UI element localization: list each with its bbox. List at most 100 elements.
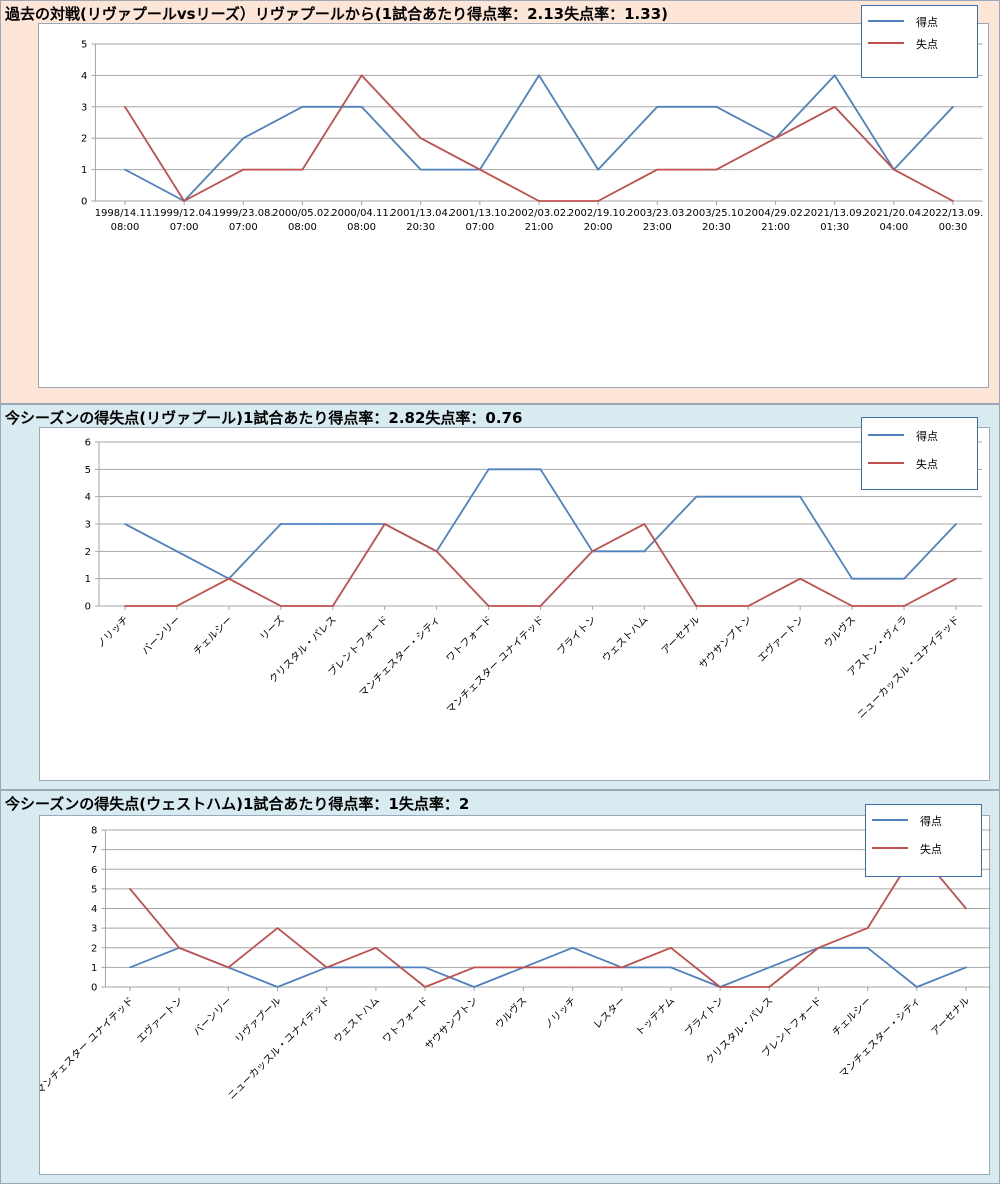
data-point-concede xyxy=(656,168,659,171)
legend: 得点 失点 xyxy=(861,417,978,490)
x-tick-label-line: 00:30 xyxy=(939,222,968,233)
y-tick-label: 3 xyxy=(85,520,91,531)
legend-swatch-score xyxy=(872,819,908,821)
y-tick-label: 1 xyxy=(85,574,91,585)
x-tick-label: サウサンプトン xyxy=(423,995,481,1053)
y-tick-label: 3 xyxy=(81,102,87,113)
y-tick-label: 4 xyxy=(85,492,91,503)
data-point-score xyxy=(374,966,377,969)
data-point-concede xyxy=(952,200,954,202)
y-tick-label: 8 xyxy=(91,826,97,837)
x-tick-label-line: 2003/23.03. xyxy=(627,208,688,219)
x-tick-label: 2021/20.04. 04:00 xyxy=(864,208,925,233)
x-tick-label: ワトフォード xyxy=(444,614,494,664)
x-tick-label-line: 2002/19.10. xyxy=(568,208,629,219)
x-tick-label-line: 23:00 xyxy=(643,222,672,233)
series-line-score xyxy=(129,946,967,988)
data-point-concede xyxy=(360,74,363,77)
x-tick-label-line: 2021/13.09. xyxy=(804,208,865,219)
x-tick-label: 2000/04.11. 08:00 xyxy=(331,208,392,233)
data-point-score xyxy=(360,105,363,108)
y-tick-label: 2 xyxy=(81,134,87,145)
chart-title: 今シーズンの得失点(ウェストハム)1試合あたり得点率：1失点率：2 xyxy=(5,795,470,813)
data-point-concede xyxy=(571,966,574,969)
x-tick-label-line: 20:00 xyxy=(584,222,613,233)
legend-swatch-score xyxy=(868,434,904,436)
y-tick-label: 1 xyxy=(91,963,97,974)
data-point-concede xyxy=(227,966,230,969)
data-point-concede xyxy=(227,577,230,580)
x-tick-label-line: 04:00 xyxy=(879,222,908,233)
data-point-score xyxy=(419,168,422,171)
x-tick-label: ウェストハム xyxy=(331,995,382,1046)
data-point-score xyxy=(538,74,540,77)
x-tick-label: リーズ xyxy=(257,613,287,643)
x-tick-label: 2000/05.02. 08:00 xyxy=(272,208,333,233)
data-point-score xyxy=(768,966,771,969)
series-line-concede xyxy=(129,848,967,988)
x-tick-label-line: 1998/14.11. xyxy=(95,208,156,219)
data-point-concede xyxy=(419,137,422,140)
y-tick-label: 4 xyxy=(91,904,97,915)
series-line-concede xyxy=(125,523,957,607)
chart-title: 今シーズンの得失点(リヴァプール)1試合あたり得点率：2.82失点率：0.76 xyxy=(5,409,523,427)
legend-swatch-concede xyxy=(868,42,904,44)
chart-panel-1: 過去の対戦(リヴァプールvsリーズ）リヴァプールから(1試合あたり得点率：2.1… xyxy=(0,0,1000,404)
x-tick-label: 2004/29.02. 21:00 xyxy=(745,208,806,233)
legend-swatch-score xyxy=(868,20,904,22)
data-point-score xyxy=(833,74,836,77)
data-point-concede xyxy=(866,927,869,930)
x-tick-label: チェルシー xyxy=(191,614,235,658)
x-tick-label: 2021/13.09. 01:30 xyxy=(804,208,865,233)
legend: 得点 失点 xyxy=(865,804,982,877)
data-point-concede xyxy=(473,966,476,969)
legend-label-score: 得点 xyxy=(916,430,938,443)
chart-title: 過去の対戦(リヴァプールvsリーズ）リヴァプールから(1試合あたり得点率：2.1… xyxy=(5,5,668,23)
legend-label-score: 得点 xyxy=(916,16,938,29)
x-tick-label: 2001/13.10. 07:00 xyxy=(450,208,511,233)
x-tick-label: レスター xyxy=(591,995,628,1032)
x-tick-label: リヴァプール xyxy=(232,994,284,1046)
data-point-concede xyxy=(176,605,178,607)
data-point-score xyxy=(424,966,426,969)
legend-swatch-concede xyxy=(868,462,904,464)
data-point-concede xyxy=(331,605,334,607)
data-point-score xyxy=(242,137,245,140)
data-point-concede xyxy=(374,946,377,949)
plot-area: 0 1 2 3 4 5 6 7 8 マンチェスター ユナイテッド エヴァートン バーンリー リヴァプール… xyxy=(39,815,991,1175)
x-tick-label: マンチェスター ユナイテッド xyxy=(40,995,136,1098)
x-tick-label: ニューカッスル・ユナイテッド xyxy=(225,995,332,1102)
x-tick-label-line: 1999/23.08. xyxy=(213,208,274,219)
data-point-concede xyxy=(892,168,895,171)
data-point-score xyxy=(331,523,334,525)
x-tick-label-line: 1999/12.04. xyxy=(154,208,215,219)
legend-label-concede: 失点 xyxy=(920,843,942,856)
x-tick-label-line: 2000/05.02. xyxy=(272,208,333,219)
data-point-concede xyxy=(539,605,542,607)
x-tick-label: ウルヴス xyxy=(492,994,529,1031)
data-point-score xyxy=(643,550,646,553)
x-tick-label-line: 07:00 xyxy=(229,222,258,233)
data-point-concede xyxy=(487,605,490,607)
x-tick-label: ノリッチ xyxy=(94,614,131,651)
data-point-score xyxy=(965,966,967,969)
data-point-concede xyxy=(643,523,646,525)
x-tick-label-line: 2022/13.09. xyxy=(923,208,984,219)
data-point-concede xyxy=(715,168,718,171)
data-point-concede xyxy=(965,907,967,910)
x-tick-label-line: 07:00 xyxy=(465,222,494,233)
data-point-concede xyxy=(178,946,181,949)
data-point-score xyxy=(129,966,131,969)
legend-swatch-concede xyxy=(872,847,908,849)
data-point-score xyxy=(952,105,954,108)
data-point-score xyxy=(176,550,178,553)
x-tick-label-line: 2004/29.02. xyxy=(745,208,806,219)
x-tick-label-line: 08:00 xyxy=(347,222,376,233)
data-point-concede xyxy=(276,927,279,930)
x-tick-label: ウェストハム xyxy=(600,614,651,665)
data-point-score xyxy=(571,946,574,949)
data-point-concede xyxy=(670,946,672,949)
data-point-concede xyxy=(435,550,438,553)
